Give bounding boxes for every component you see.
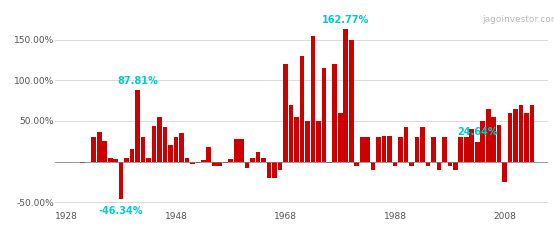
Bar xyxy=(497,125,501,162)
Bar xyxy=(519,105,524,162)
Bar xyxy=(327,162,332,163)
Bar xyxy=(266,162,271,178)
Bar xyxy=(437,162,441,170)
Bar xyxy=(190,162,194,164)
Text: 87.81%: 87.81% xyxy=(117,76,158,86)
Bar xyxy=(119,162,124,199)
Bar xyxy=(196,162,200,163)
Bar xyxy=(261,158,266,162)
Bar xyxy=(321,68,326,162)
Bar xyxy=(420,127,425,162)
Text: -46.34%: -46.34% xyxy=(99,206,143,216)
Bar xyxy=(278,162,283,170)
Bar xyxy=(459,137,463,162)
Bar xyxy=(223,162,228,163)
Bar xyxy=(305,121,310,162)
Bar xyxy=(360,137,365,162)
Bar xyxy=(502,162,507,182)
Bar xyxy=(414,137,419,162)
Bar xyxy=(217,162,222,166)
Bar xyxy=(168,145,173,162)
Bar xyxy=(464,137,469,162)
Bar xyxy=(212,162,217,166)
Bar xyxy=(316,121,321,162)
Bar xyxy=(376,137,381,162)
Bar xyxy=(469,129,474,162)
Bar xyxy=(311,36,315,162)
Bar xyxy=(289,105,293,162)
Bar xyxy=(409,162,414,166)
Bar xyxy=(486,109,490,162)
Bar xyxy=(371,162,376,170)
Bar xyxy=(382,136,387,162)
Bar xyxy=(102,141,107,162)
Bar xyxy=(387,136,392,162)
Bar xyxy=(135,90,140,162)
Text: jagoinvestor.com: jagoinvestor.com xyxy=(482,15,554,24)
Bar xyxy=(355,162,359,166)
Bar xyxy=(300,56,304,162)
Bar xyxy=(530,105,535,162)
Bar xyxy=(130,149,135,162)
Bar xyxy=(343,29,348,162)
Bar xyxy=(256,152,260,162)
Bar xyxy=(245,162,249,168)
Bar xyxy=(491,117,496,162)
Bar xyxy=(207,147,211,162)
Bar xyxy=(250,158,255,162)
Bar xyxy=(425,162,430,166)
Bar xyxy=(234,139,239,162)
Bar xyxy=(80,162,85,163)
Bar xyxy=(442,137,447,162)
Bar xyxy=(173,137,178,162)
Bar xyxy=(179,133,184,162)
Bar xyxy=(108,158,112,162)
Bar xyxy=(239,139,244,162)
Bar xyxy=(365,137,370,162)
Bar xyxy=(141,137,145,162)
Bar xyxy=(513,109,518,162)
Bar xyxy=(398,137,403,162)
Text: 162.77%: 162.77% xyxy=(322,15,370,25)
Bar xyxy=(480,121,485,162)
Bar xyxy=(524,113,529,162)
Bar xyxy=(163,127,167,162)
Bar xyxy=(228,159,233,162)
Bar xyxy=(283,64,288,162)
Bar xyxy=(91,137,96,162)
Bar xyxy=(201,160,206,162)
Text: 24.64%: 24.64% xyxy=(457,127,497,137)
Bar xyxy=(508,113,512,162)
Bar xyxy=(294,117,299,162)
Bar xyxy=(431,137,436,162)
Bar xyxy=(404,127,408,162)
Bar xyxy=(338,113,342,162)
Bar xyxy=(124,158,129,162)
Bar xyxy=(393,162,397,166)
Bar xyxy=(453,162,458,170)
Bar xyxy=(146,158,151,162)
Bar xyxy=(97,132,101,162)
Bar xyxy=(332,64,337,162)
Bar xyxy=(152,126,156,162)
Bar xyxy=(114,159,118,162)
Bar xyxy=(184,158,189,162)
Bar xyxy=(349,40,353,162)
Bar xyxy=(157,117,162,162)
Bar xyxy=(475,141,480,162)
Bar xyxy=(448,162,452,166)
Bar xyxy=(272,162,277,178)
